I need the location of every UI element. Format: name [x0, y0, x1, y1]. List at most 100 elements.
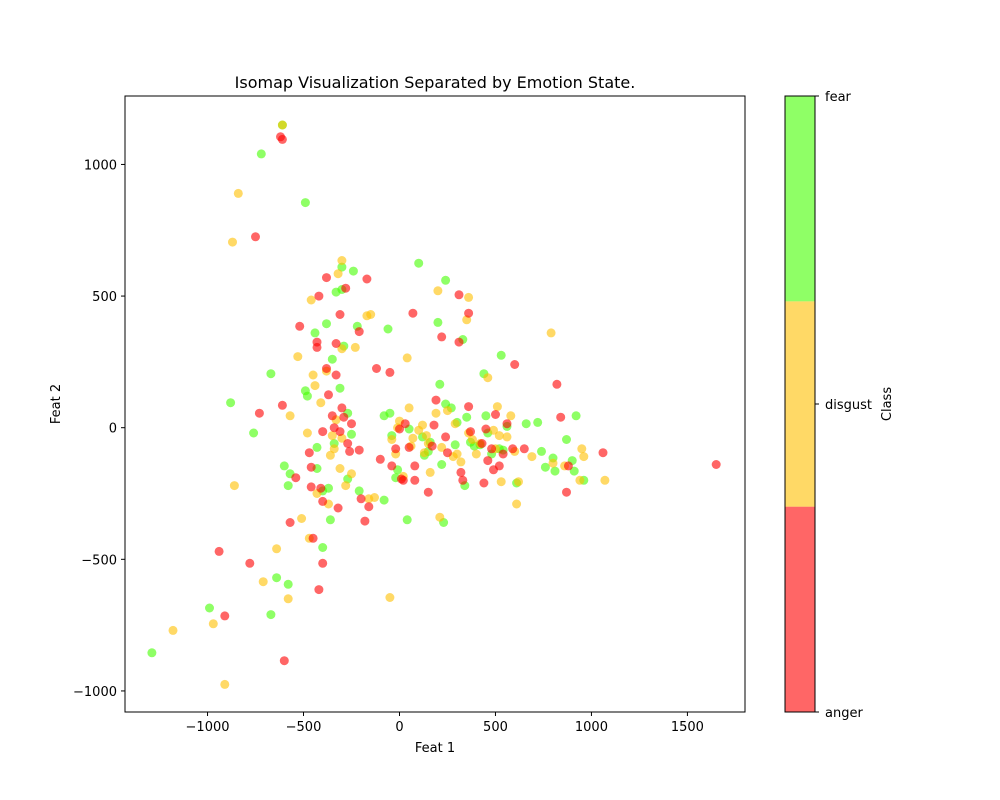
point-fear: [379, 495, 389, 505]
point-anger: [220, 611, 230, 621]
point-disgust: [229, 481, 239, 491]
point-anger: [306, 462, 316, 472]
point-anger: [423, 487, 433, 497]
point-anger: [456, 467, 466, 477]
point-disgust: [435, 512, 445, 522]
point-fear: [496, 350, 506, 360]
point-disgust: [297, 514, 307, 523]
point-fear: [335, 383, 345, 393]
point-disgust: [483, 373, 493, 383]
point-anger: [508, 444, 518, 454]
point-fear: [249, 428, 259, 438]
x-tick-label: 0: [395, 720, 403, 735]
point-anger: [398, 475, 408, 485]
point-anger: [251, 232, 260, 242]
point-anger: [487, 444, 497, 454]
point-anger: [341, 283, 351, 293]
point-anger: [479, 478, 489, 488]
point-fear: [205, 603, 214, 613]
point-anger: [556, 412, 566, 422]
point-anger: [464, 308, 474, 318]
point-anger: [356, 494, 366, 504]
point-anger: [494, 461, 504, 471]
point-disgust: [433, 286, 443, 296]
y-tick-label: 1000: [84, 158, 117, 173]
point-fear: [402, 515, 412, 525]
point-disgust: [450, 419, 460, 429]
colorbar-label: Class: [880, 387, 895, 421]
point-disgust: [506, 411, 516, 421]
point-anger: [458, 475, 468, 485]
point-disgust: [337, 256, 347, 265]
point-disgust: [220, 679, 230, 689]
point-disgust: [347, 469, 356, 479]
point-disgust: [464, 292, 474, 302]
point-anger: [277, 400, 287, 410]
point-anger: [395, 424, 404, 434]
point-fear: [571, 411, 581, 421]
point-disgust: [306, 295, 316, 305]
point-anger: [362, 274, 372, 284]
point-disgust: [366, 310, 376, 319]
point-anger: [372, 364, 381, 373]
point-anger: [318, 427, 328, 437]
point-disgust: [302, 428, 312, 438]
point-disgust: [408, 433, 418, 443]
colorbar-tick-label: fear: [825, 90, 852, 105]
point-anger: [498, 449, 508, 459]
point-anger: [408, 308, 418, 318]
point-disgust: [228, 237, 237, 247]
point-fear: [283, 481, 293, 491]
point-disgust: [341, 481, 351, 491]
point-anger: [364, 502, 374, 512]
point-fear: [437, 460, 447, 469]
point-fear: [266, 610, 276, 620]
point-fear: [540, 462, 550, 472]
point-fear: [533, 417, 543, 427]
point-disgust: [431, 408, 441, 418]
point-disgust: [514, 477, 523, 487]
point-disgust: [325, 450, 335, 460]
point-disgust: [316, 398, 326, 408]
point-fear: [441, 275, 451, 285]
point-anger: [562, 487, 571, 497]
point-disgust: [600, 475, 610, 485]
point-anger: [429, 420, 439, 430]
point-anger: [404, 442, 414, 452]
point-anger: [335, 427, 345, 437]
point-disgust: [350, 342, 360, 352]
point-anger: [304, 448, 314, 458]
y-tick-label: 0: [109, 422, 117, 437]
point-fear: [266, 369, 276, 379]
point-anger: [354, 327, 364, 337]
point-fear: [272, 573, 282, 583]
point-fear: [521, 419, 531, 429]
point-disgust: [546, 328, 556, 338]
point-anger: [343, 439, 353, 448]
y-axis-ticks: −1000 −500 0 500 1000: [73, 158, 125, 700]
colorbar-tick-label: disgust: [825, 398, 872, 413]
chart-title: Isomap Visualization Separated by Emotio…: [235, 73, 636, 92]
point-anger: [510, 360, 520, 369]
point-disgust: [283, 594, 293, 604]
point-anger: [331, 370, 341, 380]
point-disgust: [370, 493, 379, 502]
x-tick-label: 1500: [671, 720, 704, 735]
point-anger: [245, 558, 255, 568]
point-anger: [339, 412, 349, 422]
point-disgust: [277, 120, 287, 130]
point-fear: [385, 408, 395, 418]
point-anger: [464, 402, 474, 412]
x-axis-ticks: −1000 −500 0 500 1000 1500: [186, 712, 704, 735]
point-anger: [314, 291, 324, 301]
point-anger: [454, 290, 464, 300]
point-disgust: [489, 425, 498, 435]
point-disgust: [471, 449, 481, 459]
point-anger: [491, 410, 500, 419]
point-anger: [563, 461, 573, 471]
point-anger: [347, 419, 356, 429]
point-fear: [347, 429, 356, 439]
point-fear: [550, 466, 560, 476]
point-anger: [308, 533, 318, 543]
